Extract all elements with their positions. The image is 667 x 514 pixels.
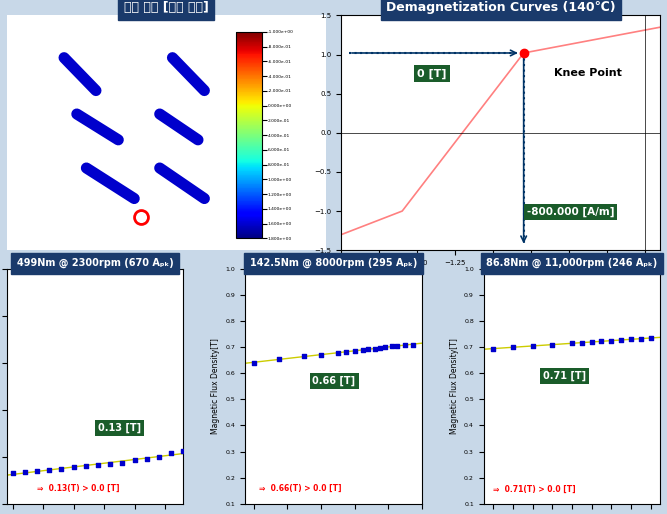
Point (358, 346, 368, 354)
Point (400, 341, 410, 349)
Point (68, 463, 79, 471)
Point (645, 334, 656, 342)
Text: Knee Point: Knee Point (554, 68, 622, 79)
Title: 86.8Nm @ 11,000rpm (246 Aₚₖ): 86.8Nm @ 11,000rpm (246 Aₚₖ) (486, 258, 658, 268)
Point (528, 342, 538, 350)
Point (178, 447, 189, 455)
Point (141, 455, 152, 463)
Point (567, 339, 578, 347)
Point (32, 467, 43, 475)
Point (19, 468, 30, 476)
Point (370, 344, 380, 353)
Text: ⇒  0.66(T) > 0.0 [T]: ⇒ 0.66(T) > 0.0 [T] (259, 484, 341, 493)
Point (408, 340, 419, 348)
Text: 0.66 [T]: 0.66 [T] (312, 376, 356, 386)
Point (606, 337, 616, 345)
Point (392, 342, 402, 350)
Point (626, 335, 636, 343)
Point (273, 355, 284, 363)
Point (129, 456, 140, 465)
Text: ⇒  0.71(T) > 0.0 [T]: ⇒ 0.71(T) > 0.0 [T] (494, 485, 576, 494)
Title: 499Nm @ 2300rpm (670 Aₚₖ): 499Nm @ 2300rpm (670 Aₚₖ) (17, 258, 173, 268)
Point (380, 343, 390, 352)
Text: 0.13 [T]: 0.13 [T] (98, 423, 141, 433)
Point (363, 345, 374, 354)
Point (332, 349, 343, 357)
Point (7, 469, 18, 478)
Point (374, 344, 385, 352)
Point (508, 343, 518, 352)
Point (488, 344, 499, 353)
Text: -800.000 [A/m]: -800.000 [A/m] (527, 207, 614, 217)
Y-axis label: Magnetic Flux Density[T]: Magnetic Flux Density[T] (450, 338, 458, 434)
Text: 0.71 [T]: 0.71 [T] (542, 371, 586, 381)
Point (166, 449, 177, 457)
Point (616, 336, 626, 344)
Text: ⇒  0.13(T) > 0.0 [T]: ⇒ 0.13(T) > 0.0 [T] (37, 484, 119, 493)
Point (596, 337, 607, 345)
Point (547, 340, 558, 348)
Point (576, 338, 587, 346)
Point (350, 347, 360, 355)
Title: Demagnetization Curves (140℃): Demagnetization Curves (140℃) (386, 1, 616, 14)
Point (586, 338, 597, 346)
Point (81, 462, 91, 470)
Title: 142.5Nm @ 8000rpm (295 Aₚₖ): 142.5Nm @ 8000rpm (295 Aₚₖ) (250, 258, 417, 268)
Point (44, 466, 55, 474)
Point (248, 359, 259, 367)
Point (299, 352, 309, 360)
Point (56, 464, 67, 472)
Point (636, 335, 646, 343)
Y-axis label: Magnetic Flux Density[T]: Magnetic Flux Density[T] (211, 338, 220, 434)
Point (105, 460, 115, 468)
Title: 자석 형상 [해석 부위]: 자석 형상 [해석 부위] (123, 1, 209, 14)
Point (153, 453, 164, 461)
Point (117, 458, 128, 467)
Point (341, 348, 352, 356)
Point (386, 342, 397, 351)
Text: 0 [T]: 0 [T] (418, 68, 447, 79)
Point (315, 351, 326, 359)
Point (93, 461, 103, 469)
